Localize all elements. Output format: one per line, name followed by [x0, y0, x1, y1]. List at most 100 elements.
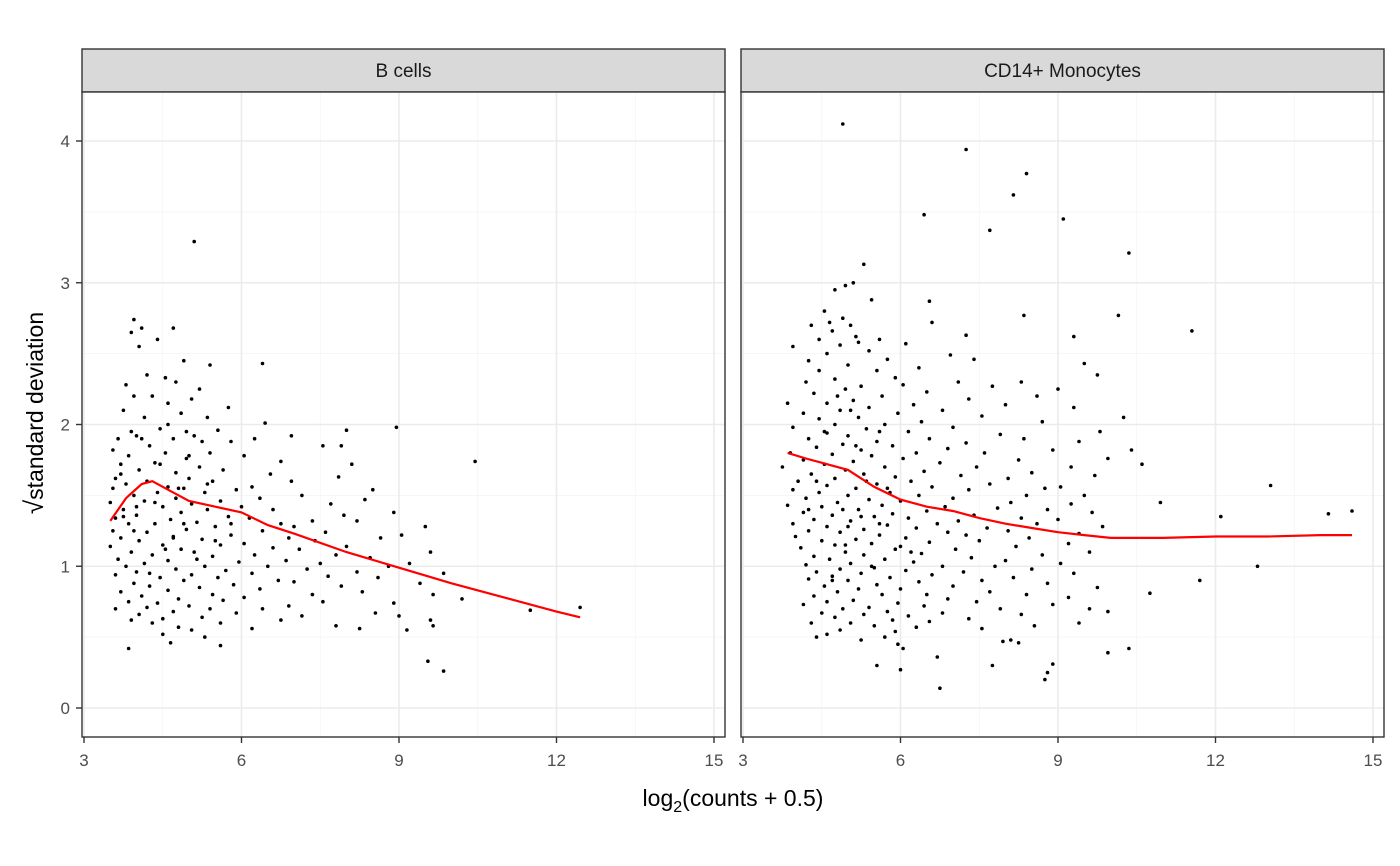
data-point — [350, 462, 354, 467]
data-point — [1098, 429, 1102, 434]
data-point — [242, 541, 246, 546]
data-point — [174, 470, 178, 475]
data-point — [184, 527, 189, 532]
data-point — [793, 534, 798, 539]
data-point — [898, 544, 903, 549]
data-point — [1043, 486, 1047, 491]
data-point — [843, 283, 848, 288]
data-point — [342, 513, 346, 517]
data-point — [252, 553, 257, 557]
data-point — [862, 262, 866, 267]
data-point — [226, 405, 231, 410]
data-point — [229, 533, 233, 537]
data-point — [917, 580, 921, 584]
data-point — [1116, 313, 1121, 318]
data-point — [1003, 558, 1008, 563]
data-point — [875, 482, 879, 486]
data-point — [846, 363, 850, 367]
data-point — [867, 405, 871, 410]
data-point — [1043, 677, 1047, 682]
data-point — [862, 527, 866, 532]
data-point — [854, 537, 858, 542]
data-point — [155, 490, 160, 495]
data-point — [174, 567, 178, 571]
data-point — [830, 329, 835, 333]
data-point — [956, 519, 961, 523]
x-tick-label: 15 — [705, 751, 724, 770]
data-point — [271, 507, 275, 512]
data-point — [134, 570, 139, 574]
data-point — [1051, 662, 1055, 666]
data-point — [925, 390, 929, 394]
data-point — [801, 510, 806, 515]
data-point — [142, 499, 147, 503]
data-point — [1198, 578, 1202, 583]
x-axis: 3 6 9 12 15 — [79, 737, 723, 770]
data-point — [129, 618, 134, 622]
data-point — [825, 483, 829, 488]
x-tick-label: 9 — [1053, 751, 1062, 770]
data-point — [150, 553, 155, 557]
scatter-points — [108, 239, 582, 673]
data-point — [166, 485, 170, 489]
data-point — [189, 502, 194, 506]
data-point — [812, 594, 816, 598]
data-point — [292, 524, 296, 529]
data-point — [126, 599, 131, 604]
data-point — [946, 446, 950, 451]
data-point — [917, 493, 921, 498]
data-point — [289, 479, 294, 484]
data-point — [182, 578, 186, 583]
data-point — [321, 599, 325, 604]
data-point — [142, 415, 147, 420]
data-point — [843, 543, 848, 547]
data-point — [922, 212, 926, 217]
data-point — [192, 239, 196, 244]
data-point — [967, 397, 971, 401]
data-point — [825, 599, 829, 604]
data-point — [166, 401, 170, 406]
data-point — [441, 669, 446, 673]
data-point — [276, 578, 281, 583]
data-point — [1087, 607, 1092, 611]
data-point — [990, 663, 995, 668]
data-point — [407, 561, 412, 566]
data-point — [806, 436, 811, 441]
data-point — [132, 529, 136, 533]
data-point — [846, 493, 850, 498]
data-point — [187, 604, 191, 608]
data-point — [940, 564, 945, 569]
data-point — [197, 585, 202, 590]
data-point — [192, 434, 196, 438]
data-point — [817, 368, 821, 373]
data-point — [132, 317, 136, 322]
data-point — [260, 529, 265, 533]
data-point — [888, 575, 892, 580]
data-point — [108, 544, 113, 549]
data-point — [935, 655, 940, 659]
data-point — [218, 643, 223, 648]
data-point — [993, 564, 997, 569]
data-point — [344, 428, 349, 433]
data-point — [187, 453, 191, 458]
data-point — [806, 507, 811, 512]
data-point — [200, 615, 204, 620]
data-point — [460, 597, 464, 601]
data-point — [885, 486, 890, 491]
data-point — [221, 468, 225, 472]
data-point — [171, 609, 176, 614]
data-point — [163, 451, 168, 455]
data-point — [360, 590, 365, 594]
data-point — [258, 496, 262, 501]
data-point — [848, 323, 853, 328]
data-point — [872, 565, 877, 570]
data-point — [791, 487, 795, 492]
data-point — [171, 326, 176, 330]
data-point — [1069, 502, 1073, 506]
x-axis-title-base: log — [643, 785, 674, 811]
data-point — [820, 538, 824, 543]
data-point — [848, 621, 853, 625]
data-point — [833, 543, 837, 547]
data-point — [119, 472, 123, 476]
data-point — [473, 459, 477, 464]
